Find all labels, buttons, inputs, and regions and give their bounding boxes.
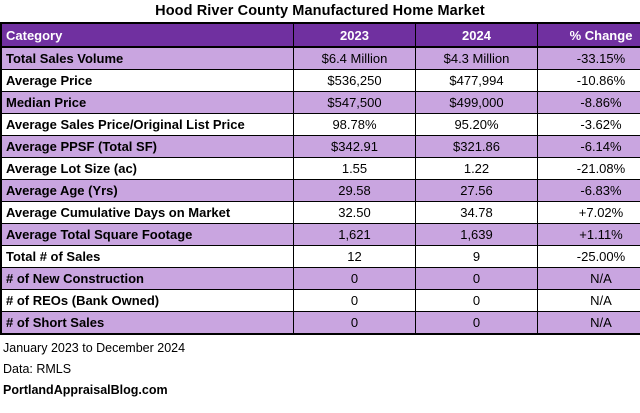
table-row: Total # of Sales 12 9 -25.00% (0, 245, 640, 268)
row-2023-value: 0 (293, 267, 416, 290)
footer: January 2023 to December 2024 Data: RMLS… (0, 335, 640, 401)
row-2024-value: 0 (415, 289, 538, 312)
row-2024-value: 0 (415, 311, 538, 335)
row-change-value: N/A (537, 289, 640, 312)
table-row: Average Cumulative Days on Market 32.50 … (0, 201, 640, 224)
row-change-value: -6.83% (537, 179, 640, 202)
row-category: Average Lot Size (ac) (0, 157, 294, 180)
table-row: Average Age (Yrs) 29.58 27.56 -6.83% (0, 179, 640, 202)
table-row: Average Total Square Footage 1,621 1,639… (0, 223, 640, 246)
row-2024-value: $477,994 (415, 69, 538, 92)
row-2023-value: 29.58 (293, 179, 416, 202)
table-row: # of Short Sales 0 0 N/A (0, 311, 640, 335)
row-change-value: -8.86% (537, 91, 640, 114)
row-2023-value: 1,621 (293, 223, 416, 246)
table-row: # of REOs (Bank Owned) 0 0 N/A (0, 289, 640, 312)
row-2023-value: 0 (293, 289, 416, 312)
row-2023-value: 0 (293, 311, 416, 335)
row-2024-value: $321.86 (415, 135, 538, 158)
row-category: Total Sales Volume (0, 46, 294, 70)
row-2024-value: $499,000 (415, 91, 538, 114)
row-2023-value: $6.4 Million (293, 46, 416, 70)
website-name: PortlandAppraisalBlog.com (3, 383, 168, 397)
row-2024-value: 1.22 (415, 157, 538, 180)
row-category: Average PPSF (Total SF) (0, 135, 294, 158)
data-source-note: Data: RMLS (3, 362, 72, 376)
row-category: Average Sales Price/Original List Price (0, 113, 294, 136)
row-category: Median Price (0, 91, 294, 114)
row-change-value: -3.62% (537, 113, 640, 136)
row-2024-value: 9 (415, 245, 538, 268)
row-category: Average Age (Yrs) (0, 179, 294, 202)
row-category: Average Cumulative Days on Market (0, 201, 294, 224)
table-row: Median Price $547,500 $499,000 -8.86% (0, 91, 640, 114)
row-2023-value: $536,250 (293, 69, 416, 92)
row-change-value: -21.08% (537, 157, 640, 180)
row-2024-value: 34.78 (415, 201, 538, 224)
row-change-value: N/A (537, 267, 640, 290)
row-2024-value: 1,639 (415, 223, 538, 246)
table-row: Average Price $536,250 $477,994 -10.86% (0, 69, 640, 92)
column-header-2024: 2024 (415, 22, 538, 48)
row-category: Total # of Sales (0, 245, 294, 268)
page-title: Hood River County Manufactured Home Mark… (155, 3, 485, 19)
row-category: # of Short Sales (0, 311, 294, 335)
row-change-value: -25.00% (537, 245, 640, 268)
header-row: Category 2023 2024 % Change (0, 22, 640, 48)
table-row: Average Sales Price/Original List Price … (0, 113, 640, 136)
table-row: Total Sales Volume $6.4 Million $4.3 Mil… (0, 46, 640, 70)
row-category: # of New Construction (0, 267, 294, 290)
row-change-value: +7.02% (537, 201, 640, 224)
row-category: Average Price (0, 69, 294, 92)
table-header: Category 2023 2024 % Change (0, 22, 640, 48)
row-2024-value: $4.3 Million (415, 46, 538, 70)
row-2024-value: 95.20% (415, 113, 538, 136)
row-change-value: -6.14% (537, 135, 640, 158)
row-2023-value: 32.50 (293, 201, 416, 224)
table-row: Average Lot Size (ac) 1.55 1.22 -21.08% (0, 157, 640, 180)
row-2024-value: 0 (415, 267, 538, 290)
row-change-value: -10.86% (537, 69, 640, 92)
row-category: # of REOs (Bank Owned) (0, 289, 294, 312)
row-2023-value: $342.91 (293, 135, 416, 158)
column-header-2023: 2023 (293, 22, 416, 48)
row-2023-value: 1.55 (293, 157, 416, 180)
column-header-category: Category (0, 22, 294, 48)
row-change-value: -33.15% (537, 46, 640, 70)
date-range-note: January 2023 to December 2024 (3, 341, 186, 355)
market-data-table: Category 2023 2024 % Change Total Sales … (0, 22, 640, 335)
row-change-value: +1.11% (537, 223, 640, 246)
row-2024-value: 27.56 (415, 179, 538, 202)
column-header-change: % Change (537, 22, 640, 48)
row-change-value: N/A (537, 311, 640, 335)
row-2023-value: 98.78% (293, 113, 416, 136)
row-2023-value: 12 (293, 245, 416, 268)
table-body: Total Sales Volume $6.4 Million $4.3 Mil… (0, 46, 640, 335)
row-2023-value: $547,500 (293, 91, 416, 114)
table-row: # of New Construction 0 0 N/A (0, 267, 640, 290)
row-category: Average Total Square Footage (0, 223, 294, 246)
table-row: Average PPSF (Total SF) $342.91 $321.86 … (0, 135, 640, 158)
